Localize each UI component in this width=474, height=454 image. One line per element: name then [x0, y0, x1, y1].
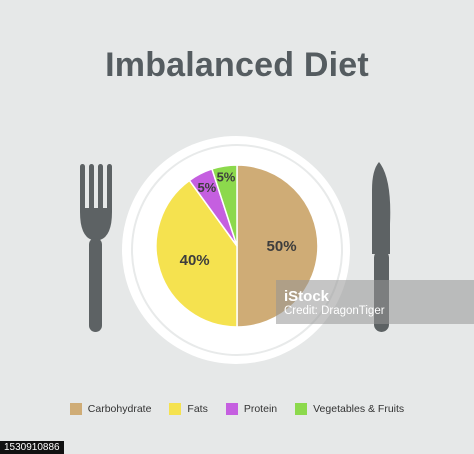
chart-title: Imbalanced Diet [105, 46, 369, 84]
legend-item: Carbohydrate [69, 403, 152, 415]
pie-slice-vegetables-fruits [211, 164, 238, 247]
pie-slice-fats [155, 179, 238, 328]
fork-icon [80, 164, 112, 332]
legend-swatch [225, 403, 238, 415]
legend-item: Protein [225, 403, 278, 415]
legend-swatch [169, 403, 182, 415]
legend-swatch [295, 403, 308, 415]
pie-chart: 50% 40% 5%5% [155, 164, 319, 328]
legend-item: Vegetables & Fruits [295, 403, 404, 415]
watermark: iStock Credit: DragonTiger [276, 280, 474, 324]
stock-id: 1530910886 [0, 441, 64, 454]
pie-label-fats: 40% [180, 252, 210, 269]
legend: Carbohydrate Fats Protein Vegetables & Frui… [0, 400, 474, 418]
legend-swatch [69, 403, 82, 415]
watermark-credit: Credit: DragonTiger [284, 304, 385, 317]
watermark-brand: iStock [284, 287, 330, 305]
legend-label: Vegetables & Fruits [313, 403, 405, 415]
pie-label-protein: 5% [197, 180, 216, 195]
pie-label-vegetables-fruits: 5% [217, 169, 236, 184]
pie-label-carbohydrate: 50% [267, 238, 297, 255]
legend-label: Carbohydrate [87, 403, 152, 415]
legend-label: Fats [187, 403, 208, 415]
legend-item: Fats [169, 403, 208, 415]
legend-label: Protein [243, 403, 278, 415]
